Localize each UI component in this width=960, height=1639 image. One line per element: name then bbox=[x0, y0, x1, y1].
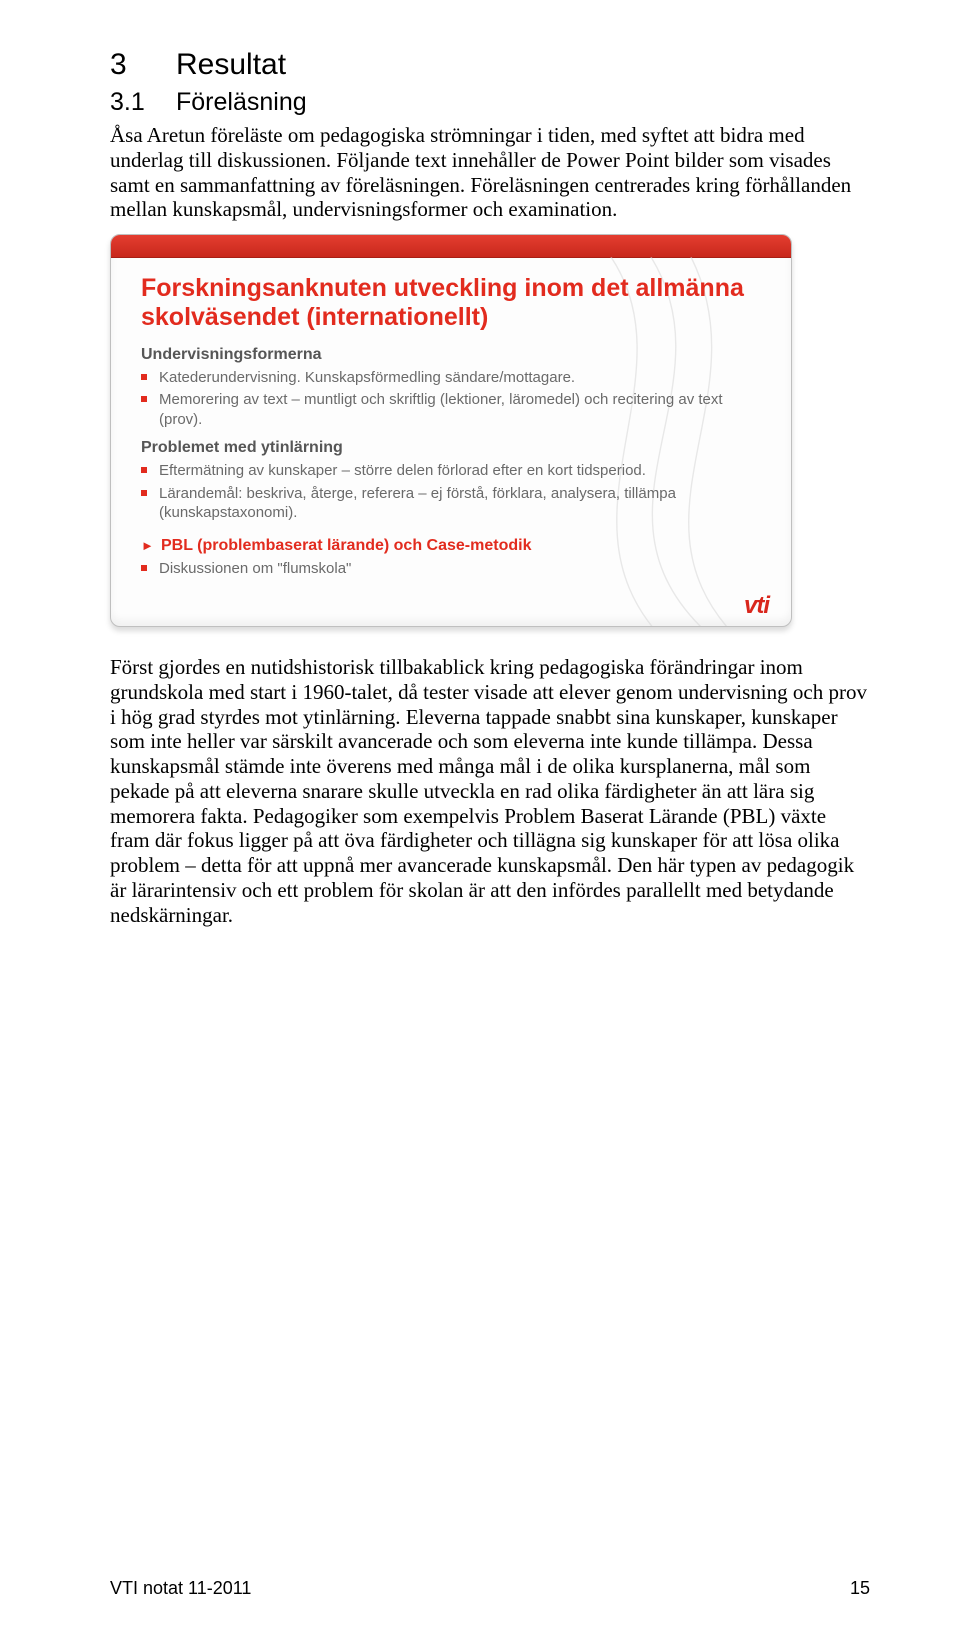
list-item: Diskussionen om "flumskola" bbox=[141, 559, 761, 579]
slide-title: Forskningsanknuten utveckling inom det a… bbox=[141, 274, 761, 332]
vti-logo: vti bbox=[744, 592, 769, 620]
slide-pbl-line: PBL (problembaserat lärande) och Case-me… bbox=[141, 537, 761, 555]
heading-1-number: 3 bbox=[110, 48, 176, 82]
heading-1-text: Resultat bbox=[176, 48, 286, 81]
slide-discussion-list: Diskussionen om "flumskola" bbox=[141, 559, 761, 579]
slide-topbar bbox=[111, 235, 791, 258]
intro-paragraph: Åsa Aretun föreläste om pedagogiska strö… bbox=[110, 123, 870, 222]
heading-2-number: 3.1 bbox=[110, 88, 176, 117]
heading-1: 3Resultat bbox=[110, 48, 870, 82]
list-item: Memorering av text – muntligt och skrift… bbox=[141, 390, 761, 429]
slide-section2-heading: Problemet med ytinlärning bbox=[141, 439, 761, 457]
list-item: Lärandemål: beskriva, återge, referera –… bbox=[141, 484, 761, 523]
slide-section1-list: Katederundervisning. Kunskapsförmedling … bbox=[141, 368, 761, 430]
document-page: 3Resultat 3.1Föreläsning Åsa Aretun före… bbox=[0, 0, 960, 1639]
heading-2-text: Föreläsning bbox=[176, 88, 307, 116]
slide-section2-list: Eftermätning av kunskaper – större delen… bbox=[141, 461, 761, 523]
slide-card: Forskningsanknuten utveckling inom det a… bbox=[110, 234, 792, 627]
list-item: Eftermätning av kunskaper – större delen… bbox=[141, 461, 761, 481]
heading-2: 3.1Föreläsning bbox=[110, 88, 870, 117]
list-item: Katederundervisning. Kunskapsförmedling … bbox=[141, 368, 761, 388]
footer-left: VTI notat 11-2011 bbox=[110, 1578, 251, 1599]
slide-section1-heading: Undervisningsformerna bbox=[141, 346, 761, 364]
footer-page-number: 15 bbox=[850, 1578, 870, 1599]
page-footer: VTI notat 11-2011 15 bbox=[110, 1578, 870, 1599]
body-paragraph-2: Först gjordes en nutidshistorisk tillbak… bbox=[110, 655, 870, 927]
slide-inner: Forskningsanknuten utveckling inom det a… bbox=[111, 258, 791, 626]
